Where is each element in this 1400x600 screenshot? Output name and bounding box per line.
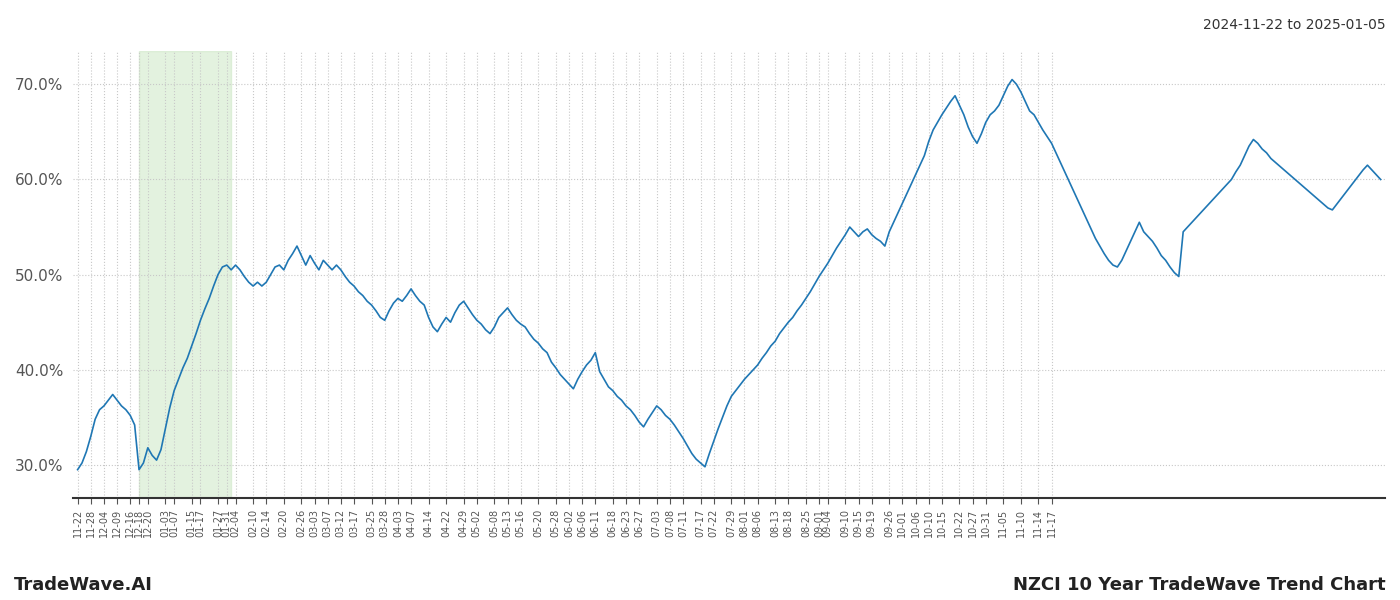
Text: 2024-11-22 to 2025-01-05: 2024-11-22 to 2025-01-05 xyxy=(1204,18,1386,32)
Text: TradeWave.AI: TradeWave.AI xyxy=(14,576,153,594)
Bar xyxy=(139,51,231,498)
Text: NZCI 10 Year TradeWave Trend Chart: NZCI 10 Year TradeWave Trend Chart xyxy=(1014,576,1386,594)
